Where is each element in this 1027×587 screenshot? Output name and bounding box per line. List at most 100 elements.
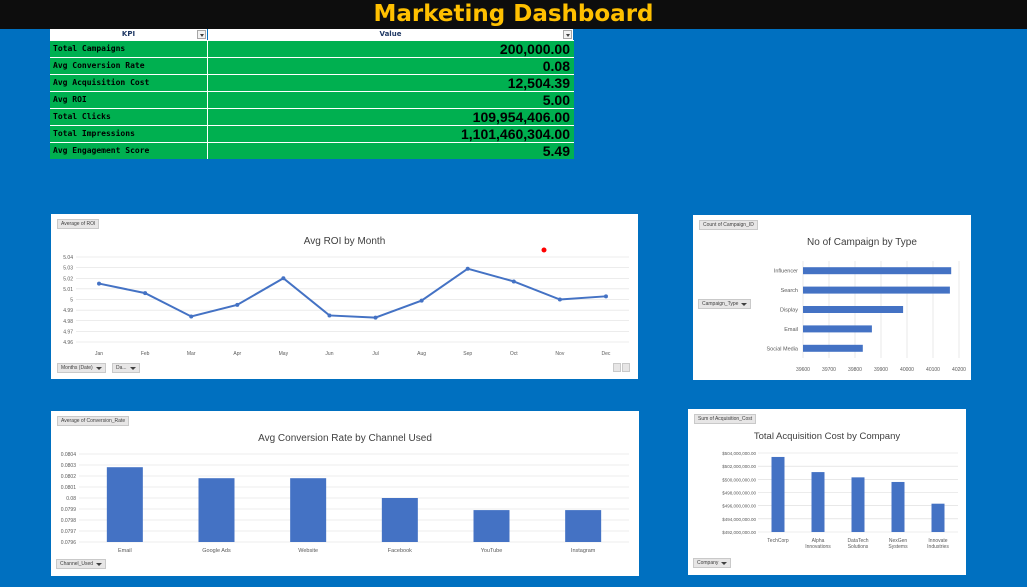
x-tick-label: Aug (417, 351, 426, 357)
roi-data-point (189, 314, 194, 319)
kpi-value: 200,000.00 (208, 41, 574, 57)
kpi-label: Avg Acquisition Cost (50, 75, 208, 91)
y-tick-label: $494,000,000.00 (722, 517, 756, 522)
acquisition-chart-panel[interactable]: Sum of Acquisition_Cost Total Acquisitio… (688, 409, 966, 575)
campaign-bar (803, 306, 904, 313)
y-tick-label: 0.0804 (61, 452, 77, 458)
x-tick-label: 40000 (900, 367, 914, 373)
x-tick-label: Sep (463, 351, 472, 357)
campaign-type-filter-button[interactable]: Campaign_Type (698, 299, 752, 309)
x-tick-label: 39700 (822, 367, 836, 373)
roi-series-line (98, 267, 607, 319)
title-bar (0, 0, 1027, 29)
kpi-column-label: KPI (121, 30, 136, 38)
conversion-bar (198, 478, 235, 542)
x-category-label: Email (118, 548, 132, 554)
y-tick-label: $498,000,000.00 (722, 491, 756, 496)
y-tick-label: $492,000,000.00 (722, 530, 756, 535)
kpi-row: Total Campaigns 200,000.00 (50, 40, 574, 57)
date-filter-button[interactable]: Da... (112, 363, 140, 373)
campaign-field-button[interactable]: Count of Campaign_ID (699, 220, 758, 230)
kpi-value: 0.08 (208, 58, 574, 74)
x-tick-label: 39600 (796, 367, 810, 373)
x-tick-label: Nov (555, 351, 564, 357)
acquisition-bar (771, 456, 785, 532)
x-category-label: Facebook (388, 548, 412, 554)
kpi-table: KPI Value Total Campaigns 200,000.00 Avg C… (50, 29, 574, 159)
y-tick-label: 5.03 (63, 266, 73, 272)
conversion-bar-chart: 0.0804 0.0803 0.0802 0.0801 0.08 0.0799 0.0798… (61, 452, 629, 554)
dashboard-title: Marketing Dashboard (373, 1, 654, 27)
collapse-field-icon[interactable] (613, 363, 621, 372)
roi-field-button[interactable]: Average of ROI (57, 219, 100, 229)
kpi-row: Avg Engagement Score 5.49 (50, 142, 574, 159)
campaign-bar-chart: 39600 39700 39800 39900 40000 40100 40200 Influ… (767, 261, 966, 373)
kpi-row: Total Impressions 1,101,460,304.00 (50, 125, 574, 142)
roi-data-point (327, 313, 332, 318)
x-category-label: Google Ads (202, 548, 231, 554)
acquisition-bar-chart: $504,000,000.00 $502,000,000.00 $500,000,0… (722, 451, 958, 550)
kpi-label: Total Impressions (50, 126, 208, 142)
roi-data-point (465, 266, 470, 271)
x-tick-label: May (279, 351, 289, 357)
y-category-label: Display (780, 308, 798, 314)
roi-data-point (235, 302, 240, 307)
y-tick-label: $496,000,000.00 (722, 504, 756, 509)
y-tick-label: 5 (70, 298, 73, 304)
x-category-label: YouTube (481, 548, 503, 554)
kpi-label: Total Clicks (50, 109, 208, 125)
kpi-filter-dropdown-icon[interactable] (197, 30, 206, 39)
roi-chart-panel[interactable]: Average of ROI Avg ROI by Month 5.04 5.03… (51, 214, 638, 379)
roi-data-point (603, 294, 608, 299)
x-tick-label: 40100 (926, 367, 940, 373)
channel-filter-button[interactable]: Channel_Used (56, 559, 107, 569)
x-tick-label: Dec (602, 351, 611, 357)
y-tick-label: 0.0802 (61, 474, 77, 480)
y-tick-label: 0.0799 (61, 507, 77, 513)
roi-chart-title: Avg ROI by Month (303, 236, 386, 247)
campaign-bar (803, 325, 872, 333)
acquisition-bar (851, 477, 865, 532)
x-tick-label: Jun (325, 351, 333, 357)
conversion-chart-panel[interactable]: Average of Conversion_Rate Avg Conversio… (51, 411, 639, 576)
roi-data-point (373, 315, 378, 320)
company-filter-button[interactable]: Company (693, 558, 732, 568)
y-tick-label: 5.04 (63, 255, 73, 261)
x-tick-label: Jan (95, 351, 103, 357)
value-filter-dropdown-icon[interactable] (563, 30, 572, 39)
value-column-label: Value (379, 30, 402, 38)
roi-line-chart: 5.04 5.03 5.02 5.01 5 4.99 4.98 4.97 4.96 Jan Feb M… (63, 247, 629, 357)
x-category-label: DataTech Solutions (847, 538, 868, 550)
acquisition-bar (811, 472, 825, 532)
conversion-bar (473, 510, 510, 542)
x-tick-label: Mar (187, 351, 196, 357)
kpi-column-header: KPI (50, 29, 208, 40)
expand-field-icon[interactable] (622, 363, 630, 372)
months-filter-button[interactable]: Months (Date) (57, 363, 106, 373)
x-tick-label: Jul (372, 351, 378, 357)
y-tick-label: 5.01 (63, 287, 73, 293)
y-category-label: Influencer (774, 269, 798, 275)
y-tick-label: 0.0801 (61, 485, 77, 491)
roi-data-point (97, 281, 102, 286)
campaign-chart-panel[interactable]: Count of Campaign_ID No of Campaign by T… (693, 215, 971, 380)
conversion-chart-title: Avg Conversion Rate by Channel Used (258, 433, 432, 444)
acquisition-field-button[interactable]: Sum of Acquisition_Cost (694, 414, 757, 424)
x-tick-label: 40200 (952, 367, 966, 373)
kpi-label: Avg ROI (50, 92, 208, 108)
y-tick-label: 4.98 (63, 319, 73, 325)
roi-data-point (511, 279, 516, 284)
kpi-label: Avg Conversion Rate (50, 58, 208, 74)
x-category-label: Alpha Innovations (805, 538, 831, 550)
campaign-chart-title: No of Campaign by Type (807, 237, 917, 248)
conversion-field-button[interactable]: Average of Conversion_Rate (57, 416, 130, 426)
kpi-table-header: KPI Value (50, 29, 574, 40)
x-tick-label: Feb (141, 351, 150, 357)
y-tick-label: 0.08 (66, 496, 76, 502)
x-tick-label: 39900 (874, 367, 888, 373)
conversion-bar (290, 478, 327, 542)
kpi-value: 109,954,406.00 (208, 109, 574, 125)
x-tick-label: 39800 (848, 367, 862, 373)
kpi-table-body: Total Campaigns 200,000.00 Avg Conversion … (50, 40, 574, 159)
x-category-label: Instagram (571, 548, 596, 554)
